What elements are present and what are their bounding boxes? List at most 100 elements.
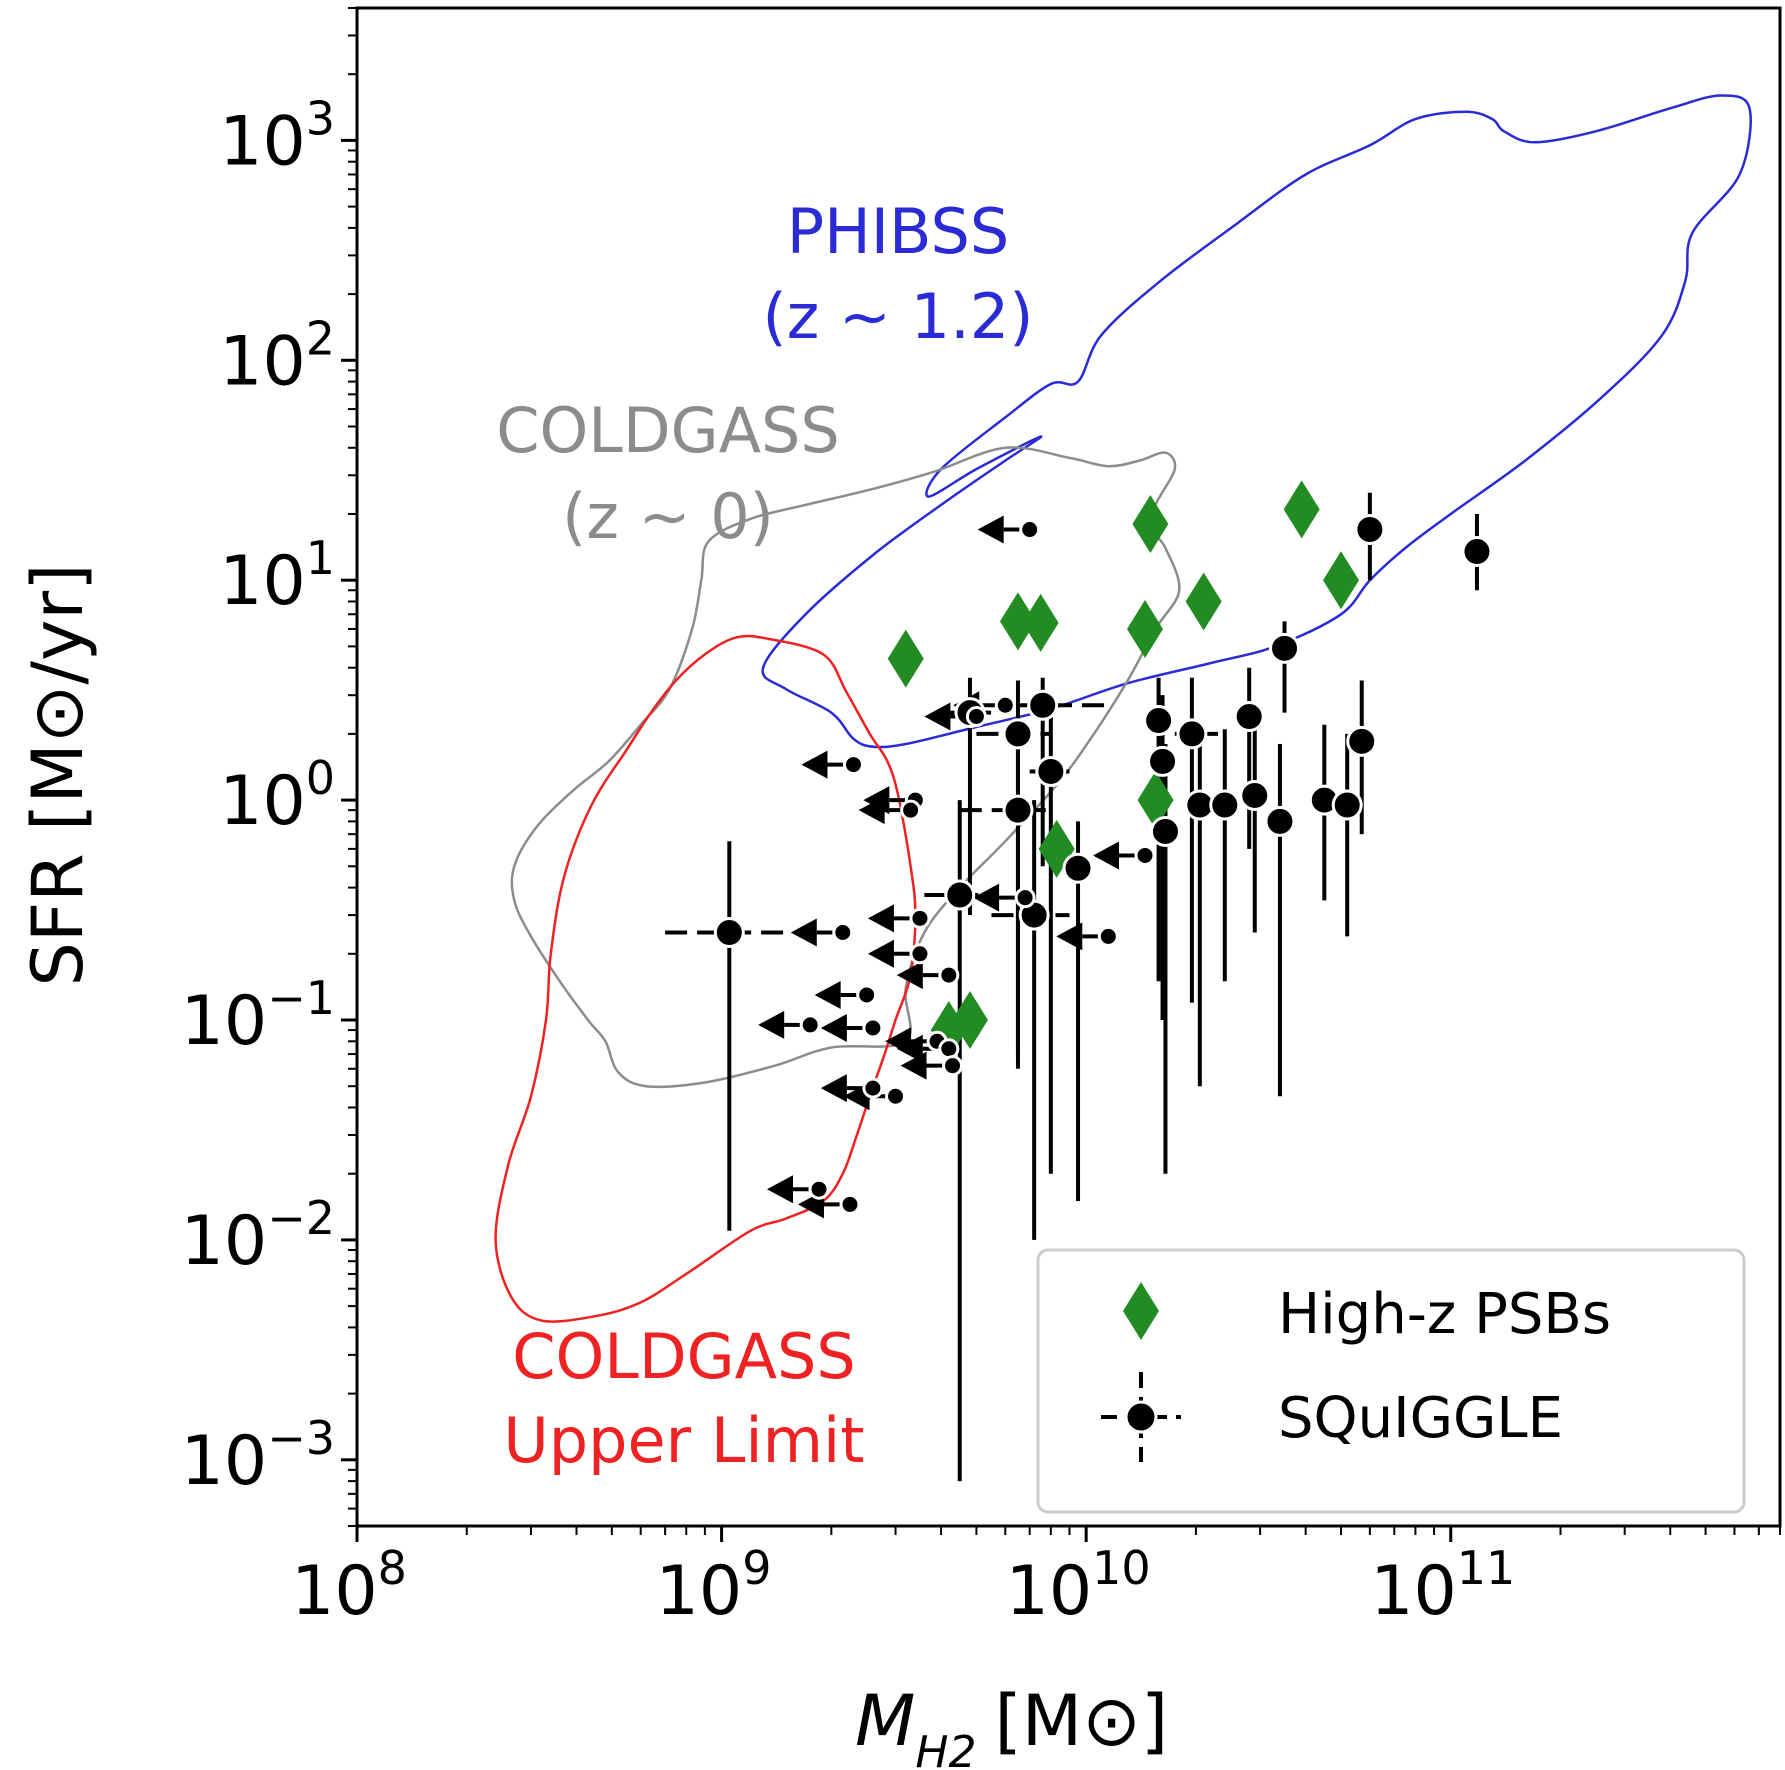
upper-limit-arrow-head (973, 883, 1000, 912)
psb-diamond-marker (887, 629, 924, 688)
squiggle-circle-marker (1027, 689, 1059, 721)
squiggle-circle-marker (713, 916, 745, 948)
x-tick-label: 108 (291, 1541, 407, 1631)
psb-diamond-marker (1132, 495, 1169, 554)
region-label-coldgass-line2: (z ∼ 0) (562, 480, 774, 553)
region-label-phibss-line2: (z ∼ 1.2) (763, 280, 1034, 353)
legend-diamond-marker (1123, 1282, 1159, 1340)
upper-limit-arrow-head (820, 1074, 847, 1103)
y-tick-label: 10−2 (181, 1191, 335, 1281)
squiggle-circle-marker (1269, 632, 1301, 664)
squiggle-circle-marker (885, 1085, 907, 1107)
squiggle-circle-marker (1097, 925, 1119, 947)
legend-label-high-z-psbs: High-z PSBs (1278, 1282, 1611, 1347)
squiggle-circle-marker (832, 921, 854, 943)
region-label-coldgass-upper-limit-line2: Upper Limit (503, 1404, 864, 1477)
squiggle-circle-marker (909, 943, 931, 965)
upper-limit-arrow-head (790, 918, 817, 947)
squiggle-circle-marker (1354, 514, 1386, 546)
upper-limit-arrow-head (858, 796, 885, 825)
squiggle-circle-marker (1134, 844, 1156, 866)
x-axis-label: MH2 [M⊙] (855, 1680, 1168, 1770)
psb-diamond-marker (999, 592, 1036, 651)
squiggle-circle-marker (1002, 794, 1034, 826)
contour-coldgass-upper-limit (494, 634, 917, 1323)
squiggle-circle-marker (856, 984, 878, 1006)
y-tick-label: 103 (219, 91, 335, 181)
squiggle-circle-marker (1176, 718, 1208, 750)
upper-limit-arrow-head (924, 702, 951, 731)
upper-limit-arrow-head (820, 1013, 847, 1042)
upper-limit-arrow-head (1056, 922, 1083, 951)
upper-limit-arrow-head (758, 1010, 785, 1039)
squiggle-circle-marker (1143, 705, 1175, 737)
psb-diamond-marker (1126, 599, 1163, 658)
upper-limit-arrow-head (867, 904, 894, 933)
y-tick-label: 101 (219, 531, 335, 621)
squiggle-circle-marker (808, 1178, 830, 1200)
squiggle-circle-marker (839, 1193, 861, 1215)
psb-diamond-marker (1322, 551, 1359, 610)
squiggle-circle-marker (909, 907, 931, 929)
squiggle-circle-marker (900, 799, 922, 821)
squiggle-circle-marker (1062, 852, 1094, 884)
legend-circle-marker (1124, 1400, 1158, 1434)
squiggle-circle-marker (1035, 755, 1067, 787)
upper-limit-arrow-head (896, 1034, 923, 1063)
squiggle-circle-marker (842, 754, 864, 776)
upper-limit-arrow-head (867, 939, 894, 968)
x-tick-label: 1010 (1006, 1541, 1151, 1631)
legend: High-z PSBs SQuIGGLE (1036, 1248, 1746, 1514)
squiggle-circle-marker (1019, 519, 1041, 541)
squiggle-circle-marker (1239, 779, 1271, 811)
contour-regions (494, 94, 1752, 1323)
squiggle-circle-marker (1014, 887, 1036, 909)
data-markers (713, 480, 1493, 1215)
psb-diamond-marker (1022, 593, 1059, 652)
y-tick-label: 100 (219, 751, 335, 841)
squiggle-circle-marker (994, 694, 1016, 716)
squiggle-circle-marker (862, 1017, 884, 1039)
squiggle-circle-marker (944, 879, 976, 911)
upper-limit-arrow-head (766, 1175, 793, 1204)
squiggle-circle-marker (965, 705, 987, 727)
squiggle-circle-marker (1346, 725, 1378, 757)
y-axis-label: SFR [M⊙/yr] (17, 563, 99, 986)
axis-ticks (341, 7, 1781, 1542)
legend-box (1036, 1248, 1746, 1514)
y-tick-label: 102 (219, 311, 335, 401)
region-label-phibss-line1: PHIBSS (787, 195, 1009, 268)
squiggle-circle-marker (1461, 536, 1493, 568)
region-label-coldgass-upper-limit-line1: COLDGASS (512, 1320, 856, 1393)
squiggle-circle-marker (942, 1055, 964, 1077)
squiggle-circle-marker (1331, 789, 1363, 821)
legend-label-squiggle: SQuIGGLE (1278, 1386, 1563, 1451)
psb-diamond-marker (1185, 572, 1222, 631)
upper-limit-arrow-head (900, 1051, 927, 1080)
squiggle-circle-marker (1233, 700, 1265, 732)
region-label-coldgass-line1: COLDGASS (496, 394, 840, 467)
upper-limit-arrow-head (977, 515, 1004, 544)
squiggle-circle-marker (1209, 789, 1241, 821)
squiggle-circle-marker (1147, 745, 1179, 777)
squiggle-circle-marker (799, 1014, 821, 1036)
squiggle-circle-marker (938, 964, 960, 986)
upper-limit-arrow-head (801, 750, 828, 779)
contour-coldgass (510, 446, 1181, 1089)
psb-diamond-marker (1283, 480, 1320, 539)
upper-limit-arrow-head (814, 980, 841, 1009)
tick-labels: 108 109 1010 1011 10−3 10−2 10−1 100 101 102 103 (181, 91, 1516, 1631)
region-labels: PHIBSS (z ∼ 1.2) COLDGASS (z ∼ 0) COLDGASS Up… (496, 195, 1033, 1477)
y-tick-label: 10−3 (181, 1411, 335, 1501)
upper-limit-arrow-head (1092, 841, 1119, 870)
upper-limit-arrow-head (896, 961, 923, 990)
squiggle-circle-marker (938, 1038, 960, 1060)
y-tick-label: 10−1 (181, 971, 335, 1061)
squiggle-circle-marker (1264, 805, 1296, 837)
x-tick-label: 109 (656, 1541, 772, 1631)
x-tick-label: 1011 (1370, 1541, 1515, 1631)
psb-diamond-marker (1137, 771, 1174, 830)
contour-phibss (761, 94, 1752, 749)
squiggle-circle-marker (1002, 718, 1034, 750)
